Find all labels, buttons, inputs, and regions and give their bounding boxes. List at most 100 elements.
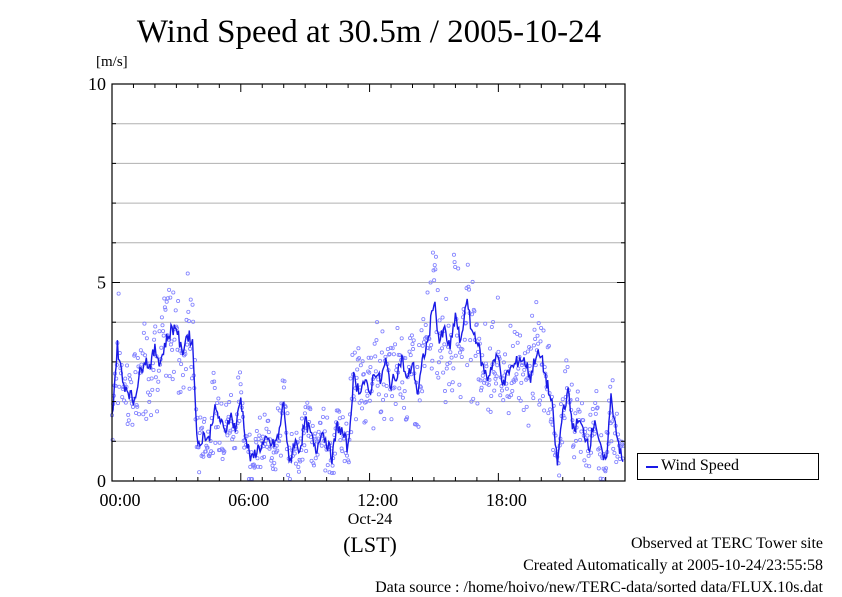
data-point [614,459,619,464]
data-point [551,448,556,453]
data-point [116,291,121,296]
data-point [573,411,578,416]
data-point [501,398,506,403]
data-point [330,463,335,468]
data-point [454,333,459,338]
data-point [332,451,337,456]
data-point [189,364,194,369]
data-point [416,424,421,429]
data-point [515,331,520,336]
data-point [537,398,542,403]
data-point [156,379,161,384]
data-point [444,366,449,371]
data-point [448,350,453,355]
data-point [470,279,475,284]
data-point [531,343,536,348]
data-point [484,364,489,369]
data-point [380,329,385,334]
data-point [538,339,543,344]
data-point [530,313,535,318]
data-point [465,262,470,267]
x-tick-label: 12:00 [357,490,398,510]
data-point [173,308,178,313]
data-point [537,402,542,407]
data-point [486,407,491,412]
data-point [345,431,350,436]
data-point [329,470,334,475]
data-point [170,347,175,352]
data-point [126,412,131,417]
data-point [120,395,125,400]
data-point [533,363,538,368]
data-point [271,466,276,471]
data-point [293,461,298,466]
data-point [488,409,493,414]
data-point [339,446,344,451]
data-point [562,416,567,421]
data-point [207,454,212,459]
data-point [476,349,481,354]
data-point [170,377,175,382]
data-point [528,346,533,351]
data-point [405,415,410,420]
data-point [479,385,484,390]
data-point [331,470,336,475]
x-tick-label: 06:00 [228,490,269,510]
data-point [126,418,131,423]
data-point [318,420,323,425]
data-point [159,345,164,350]
data-point [453,353,458,358]
data-point [477,336,482,341]
data-point [198,415,203,420]
data-point [130,422,135,427]
data-point [504,386,509,391]
data-point [573,438,578,443]
data-point [266,418,271,423]
data-point [408,353,413,358]
data-point [187,386,192,391]
data-point [325,463,330,468]
data-point [494,374,499,379]
data-point [161,329,166,334]
data-point [247,432,252,437]
data-point [525,349,530,354]
data-point [421,317,426,322]
data-point [378,410,383,415]
data-point [604,466,609,471]
data-point [432,263,437,268]
data-point [521,372,526,377]
data-point [296,464,301,469]
data-point [535,333,540,338]
data-point [163,307,168,312]
data-point [313,431,318,436]
data-point [524,404,529,409]
data-point [256,464,261,469]
data-point [273,467,278,472]
data-point [539,325,544,330]
data-point [355,367,360,372]
data-point [119,371,124,376]
data-point [165,296,170,301]
data-point [305,400,310,405]
data-point [478,378,483,383]
data-point [596,466,601,471]
data-point [164,373,169,378]
data-point [443,400,448,405]
x-axis-title: (LST) [343,532,397,557]
data-point [363,419,368,424]
data-point [378,358,383,363]
data-point [125,421,130,426]
data-point [369,355,374,360]
data-point [123,400,128,405]
data-point [233,446,238,451]
data-point [200,425,205,430]
data-point [518,398,523,403]
footer-source-line: Data source : /home/hoivo/new/TERC-data/… [375,579,823,596]
data-point [185,342,190,347]
data-point [407,349,412,354]
data-point [213,440,218,445]
data-point [492,388,497,393]
data-point [366,355,371,360]
data-point [228,393,233,398]
data-point [219,401,224,406]
